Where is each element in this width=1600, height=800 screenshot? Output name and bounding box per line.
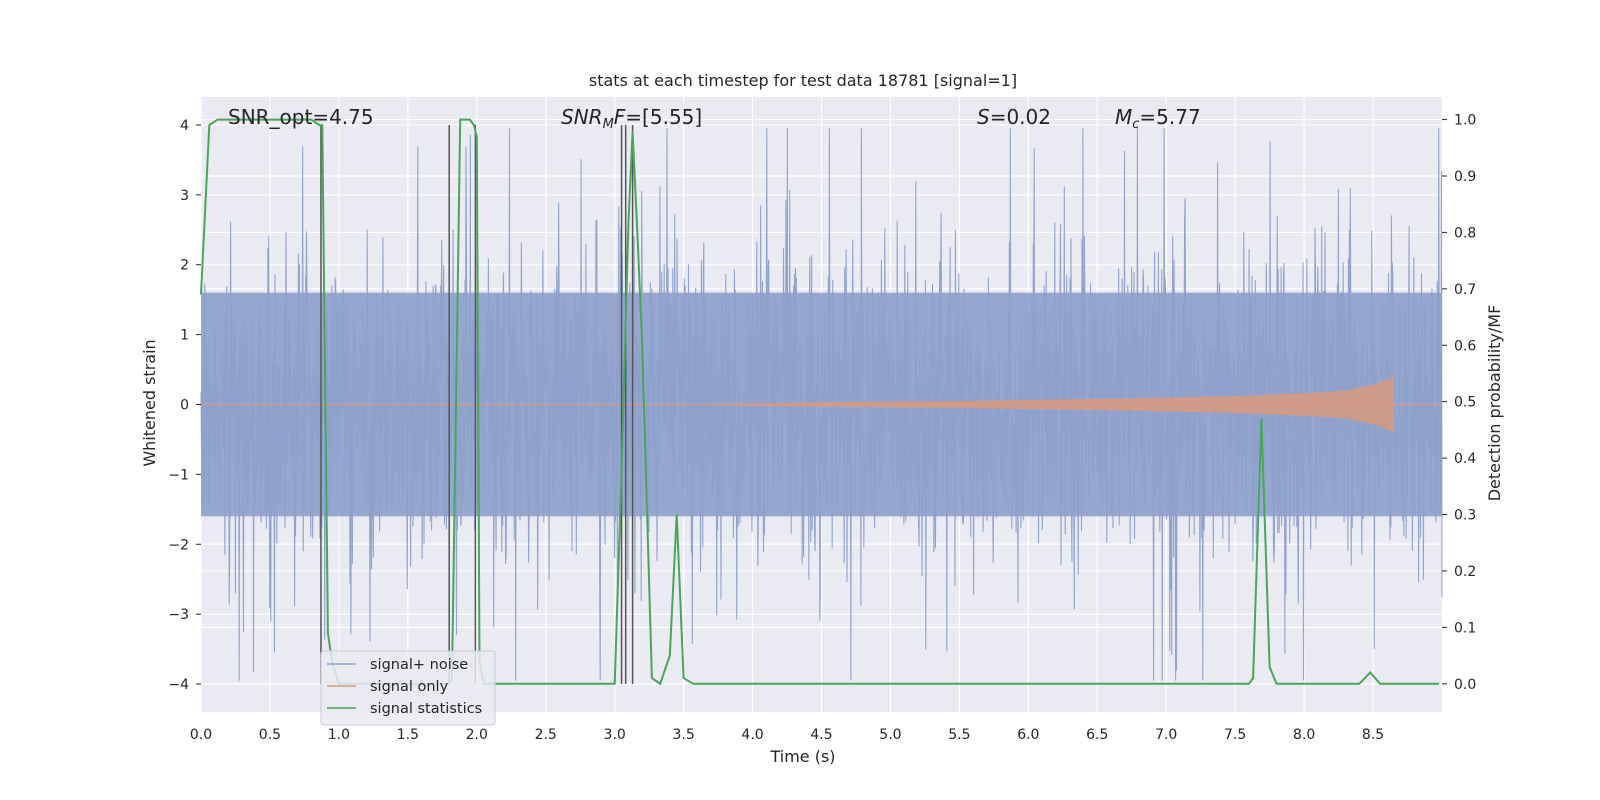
x-tick-label: 6.0 — [1017, 727, 1039, 743]
y-tick-label: −3 — [168, 607, 189, 623]
y-right-axis-ticks: 0.0 0.1 0.2 0.3 0.4 0.5 0.6 0.7 0.8 0.9 1.0 — [1442, 113, 1476, 693]
y-right-tick-label: 0.5 — [1454, 395, 1476, 411]
annotation-snr-opt: SNR_opt=4.75 — [228, 105, 374, 129]
y-right-tick-label: 0.8 — [1454, 225, 1476, 241]
x-tick-label: 7.0 — [1155, 727, 1177, 743]
mc-symbol: M — [1115, 105, 1132, 129]
y-right-tick-label: 0.1 — [1454, 620, 1476, 636]
x-tick-label: 6.5 — [1086, 727, 1108, 743]
y-tick-label: 4 — [180, 118, 189, 134]
y-tick-label: 3 — [180, 188, 189, 204]
x-tick-label: 1.0 — [328, 727, 350, 743]
y-right-tick-label: 0.7 — [1454, 282, 1476, 298]
y-right-tick-label: 0.6 — [1454, 338, 1476, 354]
legend-box — [320, 650, 496, 726]
annotation-snr-mf: SNRMF=[5.55] — [561, 105, 702, 132]
legend-label-noise: signal+ noise — [370, 657, 468, 673]
y-right-axis-label: Detection probability/MF — [1485, 305, 1504, 502]
y-tick-label: 2 — [180, 258, 189, 274]
y-tick-label: −2 — [168, 537, 189, 553]
snr-mf-subscript: M — [603, 117, 614, 132]
x-tick-label: 5.0 — [879, 727, 901, 743]
y-right-tick-label: 1.0 — [1454, 113, 1476, 129]
y-axis-label: Whitened strain — [140, 339, 159, 466]
s-value: =0.02 — [990, 105, 1051, 129]
x-axis-label: Time (s) — [769, 747, 835, 766]
statistics-line — [200, 118, 1440, 686]
y-right-tick-label: 0.0 — [1454, 677, 1476, 693]
noise-trace — [200, 128, 1443, 681]
y-tick-label: 0 — [180, 398, 189, 414]
snr-mf-symbol-2: F — [614, 105, 626, 129]
snr-mf-symbol: SNR — [561, 105, 603, 129]
s-symbol: S — [977, 105, 990, 129]
annotation-mc: Mc=5.77 — [1115, 105, 1201, 132]
mc-subscript: c — [1132, 117, 1139, 132]
x-axis-ticks: 0.0 0.5 1.0 1.5 2.0 2.5 3.0 3.5 4.0 4.5 5.0 5.5 6.0 6… — [190, 727, 1384, 743]
x-tick-label: 5.5 — [948, 727, 970, 743]
x-tick-label: 1.5 — [397, 727, 419, 743]
legend: signal+ noise signal only signal statist… — [320, 650, 496, 726]
x-tick-label: 8.5 — [1362, 727, 1384, 743]
chart-title: stats at each timestep for test data 187… — [589, 71, 1017, 90]
y-right-tick-label: 0.3 — [1454, 508, 1476, 524]
y-axis-ticks: −4 −3 −2 −1 0 1 2 3 4 — [168, 118, 201, 693]
x-tick-label: 8.0 — [1293, 727, 1315, 743]
series-signal-only — [201, 376, 1442, 433]
x-tick-label: 4.5 — [810, 727, 832, 743]
legend-label-signal: signal only — [370, 679, 449, 695]
y-right-tick-label: 0.4 — [1454, 451, 1476, 467]
x-tick-label: 7.5 — [1224, 727, 1246, 743]
x-tick-label: 0.5 — [259, 727, 281, 743]
snr-mf-value: =[5.55] — [625, 105, 702, 129]
legend-label-statistics: signal statistics — [370, 701, 482, 717]
y-right-tick-label: 0.9 — [1454, 169, 1476, 185]
series-signal-statistics — [200, 118, 1440, 686]
y-tick-label: −1 — [168, 467, 189, 483]
x-tick-label: 3.0 — [604, 727, 626, 743]
mc-value: =5.77 — [1139, 105, 1200, 129]
y-tick-label: −4 — [168, 677, 189, 693]
x-tick-label: 2.0 — [466, 727, 488, 743]
x-tick-label: 3.5 — [672, 727, 694, 743]
y-tick-label: 1 — [180, 328, 189, 344]
annotation-s: S=0.02 — [977, 105, 1051, 129]
x-tick-label: 0.0 — [190, 727, 212, 743]
y-right-tick-label: 0.2 — [1454, 564, 1476, 580]
vertical-markers — [320, 124, 634, 685]
x-tick-label: 2.5 — [535, 727, 557, 743]
x-tick-label: 4.0 — [741, 727, 763, 743]
